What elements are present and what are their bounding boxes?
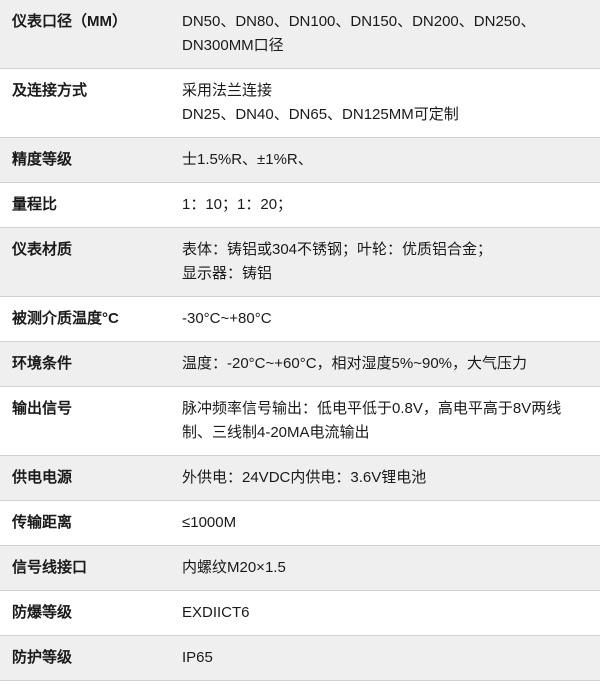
table-row: 防护等级IP65 bbox=[0, 636, 600, 681]
spec-table-body: 仪表口径（MM）DN50、DN80、DN100、DN150、DN200、DN25… bbox=[0, 0, 600, 681]
spec-table: 仪表口径（MM）DN50、DN80、DN100、DN150、DN200、DN25… bbox=[0, 0, 600, 681]
spec-value: 1：10；1：20； bbox=[170, 183, 600, 228]
table-row: 传输距离≤1000M bbox=[0, 501, 600, 546]
table-row: 仪表材质表体：铸铝或304不锈钢；叶轮：优质铝合金；显示器：铸铝 bbox=[0, 228, 600, 297]
table-row: 被测介质温度°C-30°C~+80°C bbox=[0, 297, 600, 342]
spec-value: 内螺纹M20×1.5 bbox=[170, 546, 600, 591]
spec-value: 士1.5%R、±1%R、 bbox=[170, 138, 600, 183]
spec-label: 量程比 bbox=[0, 183, 170, 228]
spec-label: 传输距离 bbox=[0, 501, 170, 546]
spec-value: 脉冲频率信号输出：低电平低于0.8V，高电平高于8V两线制、三线制4-20MA电… bbox=[170, 387, 600, 456]
spec-label: 防护等级 bbox=[0, 636, 170, 681]
table-row: 量程比1：10；1：20； bbox=[0, 183, 600, 228]
table-row: 及连接方式采用法兰连接DN25、DN40、DN65、DN125MM可定制 bbox=[0, 69, 600, 138]
spec-value: 表体：铸铝或304不锈钢；叶轮：优质铝合金；显示器：铸铝 bbox=[170, 228, 600, 297]
spec-label: 精度等级 bbox=[0, 138, 170, 183]
spec-label: 防爆等级 bbox=[0, 591, 170, 636]
spec-value: EXDIICT6 bbox=[170, 591, 600, 636]
spec-label: 环境条件 bbox=[0, 342, 170, 387]
table-row: 仪表口径（MM）DN50、DN80、DN100、DN150、DN200、DN25… bbox=[0, 0, 600, 69]
spec-label: 输出信号 bbox=[0, 387, 170, 456]
table-row: 环境条件温度：-20°C~+60°C，相对湿度5%~90%，大气压力 bbox=[0, 342, 600, 387]
table-row: 精度等级士1.5%R、±1%R、 bbox=[0, 138, 600, 183]
spec-value: IP65 bbox=[170, 636, 600, 681]
spec-value: 采用法兰连接DN25、DN40、DN65、DN125MM可定制 bbox=[170, 69, 600, 138]
spec-value: DN50、DN80、DN100、DN150、DN200、DN250、DN300M… bbox=[170, 0, 600, 69]
spec-label: 仪表口径（MM） bbox=[0, 0, 170, 69]
table-row: 输出信号脉冲频率信号输出：低电平低于0.8V，高电平高于8V两线制、三线制4-2… bbox=[0, 387, 600, 456]
spec-label: 信号线接口 bbox=[0, 546, 170, 591]
spec-value: -30°C~+80°C bbox=[170, 297, 600, 342]
table-row: 防爆等级EXDIICT6 bbox=[0, 591, 600, 636]
spec-label: 仪表材质 bbox=[0, 228, 170, 297]
spec-value: 外供电：24VDC内供电：3.6V锂电池 bbox=[170, 456, 600, 501]
spec-value: 温度：-20°C~+60°C，相对湿度5%~90%，大气压力 bbox=[170, 342, 600, 387]
spec-label: 及连接方式 bbox=[0, 69, 170, 138]
table-row: 供电电源外供电：24VDC内供电：3.6V锂电池 bbox=[0, 456, 600, 501]
spec-label: 供电电源 bbox=[0, 456, 170, 501]
table-row: 信号线接口内螺纹M20×1.5 bbox=[0, 546, 600, 591]
spec-value: ≤1000M bbox=[170, 501, 600, 546]
spec-label: 被测介质温度°C bbox=[0, 297, 170, 342]
